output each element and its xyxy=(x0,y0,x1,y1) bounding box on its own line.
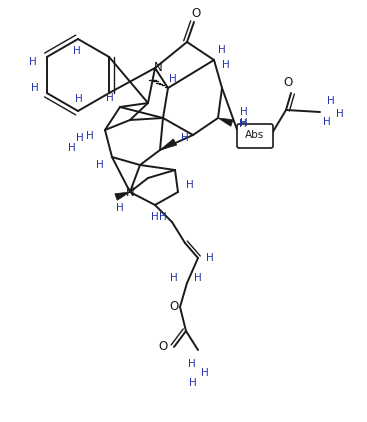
Text: H: H xyxy=(206,253,214,263)
Text: H: H xyxy=(240,107,248,117)
Text: H: H xyxy=(76,133,84,143)
Polygon shape xyxy=(218,118,233,126)
Text: H: H xyxy=(170,273,178,283)
Text: H: H xyxy=(106,93,114,103)
Text: H: H xyxy=(75,94,83,104)
Text: H: H xyxy=(159,212,167,222)
Text: H: H xyxy=(188,359,196,369)
Text: O: O xyxy=(159,341,168,354)
Text: O: O xyxy=(170,300,179,314)
Text: N: N xyxy=(154,60,162,73)
Text: H: H xyxy=(336,109,344,119)
Text: H: H xyxy=(189,378,197,388)
Text: H: H xyxy=(240,118,248,128)
Text: H: H xyxy=(86,131,94,141)
Text: H: H xyxy=(96,160,104,170)
Text: H: H xyxy=(323,117,331,127)
Text: H: H xyxy=(68,143,76,153)
Text: H: H xyxy=(218,45,226,55)
Text: H: H xyxy=(194,273,202,283)
Text: H: H xyxy=(222,60,230,70)
Text: H: H xyxy=(169,74,177,84)
Text: H: H xyxy=(116,203,124,213)
Text: H: H xyxy=(181,133,189,143)
Text: N: N xyxy=(126,186,134,198)
Text: H: H xyxy=(327,96,335,106)
Text: H: H xyxy=(186,180,194,190)
Text: H: H xyxy=(73,46,81,56)
FancyBboxPatch shape xyxy=(237,124,273,148)
Text: O: O xyxy=(191,6,201,19)
Text: H: H xyxy=(29,57,37,67)
Polygon shape xyxy=(160,139,177,150)
Polygon shape xyxy=(115,192,130,200)
Text: Abs: Abs xyxy=(246,130,265,140)
Text: H: H xyxy=(201,368,209,378)
Text: H: H xyxy=(239,119,247,129)
Text: O: O xyxy=(283,76,292,89)
Text: H: H xyxy=(31,83,39,93)
Text: H: H xyxy=(151,212,159,222)
